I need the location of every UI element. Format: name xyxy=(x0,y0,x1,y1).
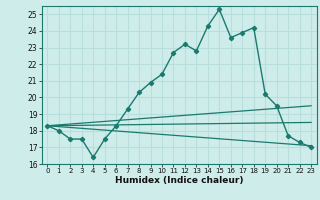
X-axis label: Humidex (Indice chaleur): Humidex (Indice chaleur) xyxy=(115,176,244,185)
